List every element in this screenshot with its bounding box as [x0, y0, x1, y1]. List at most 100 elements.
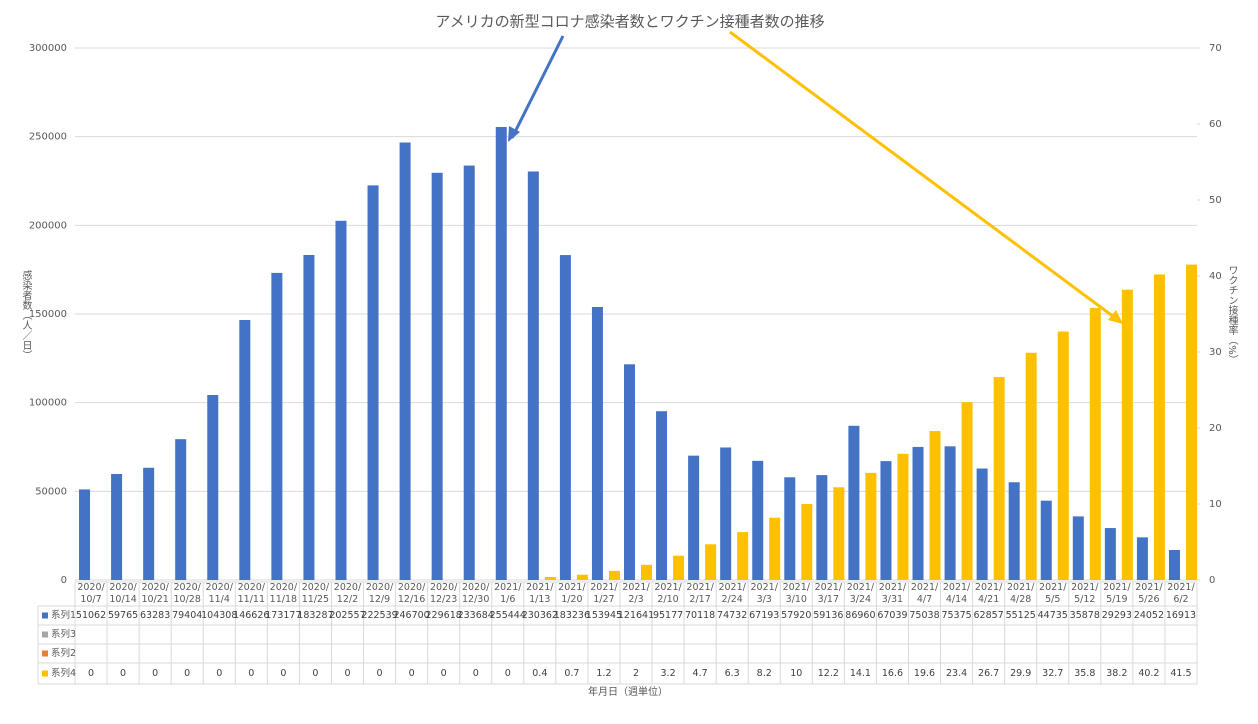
bar: [865, 472, 877, 580]
x-tick-label: 2021/5/12: [1071, 582, 1099, 605]
arrow-head: [1108, 310, 1123, 324]
legend-label: 系列3: [51, 628, 76, 640]
legend-swatch: [42, 670, 48, 677]
x-tick-label-box: 2021/5/5: [1039, 582, 1066, 605]
table-value: 246700: [393, 610, 429, 621]
arrow-head: [508, 126, 520, 142]
x-tick-label: 2020/10/21: [141, 582, 169, 605]
legend-swatch: [42, 631, 48, 638]
table-value: 70118: [685, 610, 715, 621]
x-tick-label-box: 2020/12/30: [462, 582, 489, 605]
table-value: 0: [184, 668, 190, 679]
x-axis-label: 年月日（週単位）: [588, 685, 668, 698]
x-tick-label-box: 2020/12/23: [429, 582, 458, 605]
table-value: 1.2: [596, 668, 611, 679]
y-tick-label: 100000: [29, 398, 67, 409]
bar: [848, 425, 860, 580]
table-value: 222539: [361, 610, 397, 621]
y2-tick-label: 0: [1209, 575, 1215, 586]
table-value: 0: [248, 668, 254, 679]
y-tick-label: 300000: [29, 43, 67, 54]
table-value: 0: [216, 668, 222, 679]
legend-swatch: [42, 612, 48, 619]
table-value: 55125: [1006, 610, 1036, 621]
bar: [912, 446, 924, 580]
table-value: 63283: [140, 610, 170, 621]
table-value: 173177: [265, 610, 301, 621]
bar: [576, 574, 588, 580]
bar: [271, 272, 283, 580]
x-tick-label: 2021/3/24: [846, 582, 875, 605]
table-value: 24052: [1134, 610, 1164, 621]
bar: [624, 364, 635, 580]
y2-tick-label: 10: [1209, 499, 1222, 510]
table-value: 0: [473, 668, 479, 679]
x-tick-label-box: 2021/2/24: [718, 582, 746, 605]
bar: [527, 171, 539, 580]
x-tick-label: 2020/10/28: [173, 582, 201, 605]
x-tick-label: 2021/3/17: [814, 582, 843, 605]
table-value: 26.7: [978, 668, 999, 679]
x-tick-label-box: 2020/10/28: [173, 582, 201, 605]
table-value: 104308: [201, 610, 237, 621]
x-tick-label-box: 2020/12/16: [398, 582, 425, 605]
x-tick-label-box: 2020/10/14: [109, 582, 136, 605]
table-value: 79404: [172, 610, 202, 621]
bar: [1040, 500, 1052, 580]
bar: [1153, 274, 1165, 580]
bar: [784, 477, 796, 580]
x-tick-label-box: 2021/1/6: [494, 582, 522, 605]
x-tick-label-box: 2020/11/11: [237, 582, 265, 605]
x-tick-label: 2021/1/6: [494, 582, 522, 605]
bar: [1136, 537, 1148, 580]
bar: [1121, 289, 1133, 580]
x-tick-label-box: 2021/3/24: [846, 582, 875, 605]
table-value: 2: [633, 668, 639, 679]
bar: [1168, 550, 1180, 580]
bar: [656, 411, 668, 580]
bar: [880, 461, 892, 580]
table-value: 8.2: [757, 668, 772, 679]
x-tick-label-box: 2021/5/19: [1103, 582, 1130, 605]
x-tick-label-box: 2021/5/12: [1071, 582, 1099, 605]
table-value: 0: [152, 668, 158, 679]
x-tick-label-box: 2021/5/26: [1135, 582, 1163, 605]
x-tick-label: 2021/2/24: [718, 582, 746, 605]
x-tick-label-box: 2021/1/13: [526, 582, 553, 605]
y-tick-label: 200000: [29, 220, 67, 231]
table-value: 0: [377, 668, 383, 679]
table-value: 229618: [426, 610, 462, 621]
table-value: 29.9: [1010, 668, 1031, 679]
table-value: 95177: [653, 610, 683, 621]
table-value: 10: [790, 668, 802, 679]
bar: [929, 431, 941, 580]
table-value: 183287: [297, 610, 333, 621]
x-tick-label: 2020/11/18: [269, 582, 298, 605]
x-tick-label: 2021/4/21: [974, 582, 1003, 605]
table-value: 74732: [717, 610, 747, 621]
bar: [737, 532, 749, 580]
legend-label: 系列2: [51, 647, 76, 659]
bar: [688, 455, 700, 580]
bar: [544, 576, 556, 580]
x-tick-label: 2020/12/23: [429, 582, 458, 605]
table-value: 0: [88, 668, 94, 679]
table-value: 35.8: [1074, 668, 1095, 679]
x-tick-label-box: 2021/4/14: [943, 582, 970, 605]
x-tick-label-box: 2021/3/10: [783, 582, 810, 605]
x-tick-label: 2021/2/17: [686, 582, 714, 605]
bar: [175, 439, 187, 580]
table-value: 62857: [974, 610, 1004, 621]
table-value: 29293: [1102, 610, 1132, 621]
x-tick-label: 2020/11/11: [237, 582, 265, 605]
bar: [1025, 352, 1037, 580]
bar: [79, 489, 91, 580]
bar: [1072, 516, 1084, 580]
bar: [976, 468, 988, 580]
bar: [559, 255, 571, 580]
y2-tick-label: 70: [1209, 43, 1222, 54]
x-tick-label: 2021/5/26: [1135, 582, 1163, 605]
table-value: 202557: [329, 610, 365, 621]
table-value: 3.2: [661, 668, 676, 679]
table-value: 40.2: [1138, 668, 1159, 679]
